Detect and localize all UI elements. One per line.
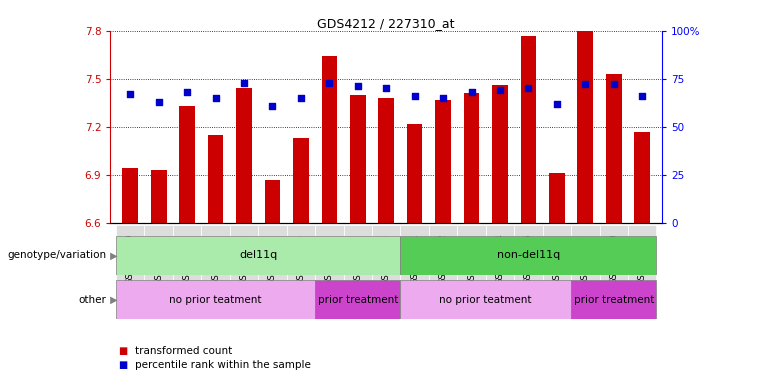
Bar (400, 236, 657, 275)
Text: transformed count: transformed count (135, 346, 232, 356)
Bar (600, 225, 628, 317)
Bar (492, 85, 508, 223)
Point (466, 89, 478, 95)
Point (636, 93, 648, 99)
Point (409, 93, 421, 99)
Text: GSM652230: GSM652230 (154, 234, 163, 285)
Bar (321, 56, 337, 223)
Bar (287, 225, 315, 317)
Bar (521, 36, 537, 223)
Bar (435, 99, 451, 223)
Text: GSM652236: GSM652236 (296, 234, 305, 285)
Text: GSM652238: GSM652238 (382, 234, 390, 285)
Bar (463, 93, 479, 223)
Bar (265, 179, 280, 223)
Bar (628, 225, 657, 317)
Bar (606, 74, 622, 223)
Bar (400, 280, 571, 319)
Text: GSM652247: GSM652247 (552, 234, 562, 285)
Bar (457, 225, 486, 317)
Text: GSM652245: GSM652245 (524, 234, 533, 285)
Bar (578, 31, 593, 223)
Text: GSM652234: GSM652234 (240, 234, 249, 285)
Text: ■: ■ (118, 360, 127, 370)
Text: GSM652237: GSM652237 (353, 234, 362, 285)
Point (607, 81, 619, 88)
Text: GSM652242: GSM652242 (438, 234, 447, 285)
Text: GSM652239: GSM652239 (581, 234, 590, 285)
Bar (315, 280, 400, 319)
Point (209, 95, 221, 101)
Text: genotype/variation: genotype/variation (8, 250, 107, 260)
Point (295, 95, 307, 101)
Text: GSM652240: GSM652240 (610, 234, 618, 285)
Bar (378, 98, 394, 223)
Bar (315, 225, 343, 317)
Bar (400, 225, 429, 317)
Bar (486, 225, 514, 317)
Bar (151, 170, 167, 223)
Point (579, 81, 591, 88)
Point (352, 83, 364, 89)
Text: GSM652243: GSM652243 (467, 234, 476, 285)
Bar (116, 225, 145, 317)
Point (266, 103, 279, 109)
Text: ▶: ▶ (107, 295, 117, 305)
Bar (116, 236, 400, 275)
Bar (343, 225, 372, 317)
Bar (429, 225, 457, 317)
Point (437, 95, 449, 101)
Bar (293, 138, 309, 223)
Point (238, 79, 250, 86)
Point (181, 89, 193, 95)
Text: percentile rank within the sample: percentile rank within the sample (135, 360, 310, 370)
Bar (549, 173, 565, 223)
Point (522, 85, 534, 91)
Text: GSM652244: GSM652244 (495, 234, 505, 285)
Text: other: other (78, 295, 107, 305)
Bar (258, 225, 287, 317)
Bar (571, 225, 600, 317)
Bar (116, 280, 315, 319)
Bar (350, 95, 365, 223)
Point (551, 101, 563, 107)
Text: prior treatment: prior treatment (317, 295, 398, 305)
Bar (180, 106, 195, 223)
Bar (173, 225, 202, 317)
Text: no prior teatment: no prior teatment (169, 295, 262, 305)
Bar (514, 225, 543, 317)
Text: del11q: del11q (239, 250, 277, 260)
Bar (372, 225, 400, 317)
Text: non-del11q: non-del11q (497, 250, 560, 260)
Text: ■: ■ (118, 346, 127, 356)
Point (153, 99, 165, 105)
Text: GSM652233: GSM652233 (211, 234, 220, 285)
Text: GSM652229: GSM652229 (126, 234, 135, 285)
Text: prior treatment: prior treatment (574, 295, 654, 305)
Text: ▶: ▶ (107, 250, 117, 260)
Bar (571, 280, 657, 319)
Text: GSM652231: GSM652231 (325, 234, 334, 285)
Bar (407, 124, 422, 223)
Bar (202, 225, 230, 317)
Bar (236, 88, 252, 223)
Point (494, 87, 506, 93)
Bar (145, 225, 173, 317)
Point (323, 79, 336, 86)
Point (380, 85, 393, 91)
Text: GSM652235: GSM652235 (268, 234, 277, 285)
Bar (230, 225, 258, 317)
Text: GSM652241: GSM652241 (410, 234, 419, 285)
Title: GDS4212 / 227310_at: GDS4212 / 227310_at (317, 17, 455, 30)
Point (124, 91, 136, 97)
Text: GSM652232: GSM652232 (183, 234, 192, 285)
Text: no prior teatment: no prior teatment (440, 295, 532, 305)
Bar (123, 168, 138, 223)
Bar (635, 131, 650, 223)
Bar (208, 135, 224, 223)
Bar (543, 225, 571, 317)
Text: GSM652246: GSM652246 (638, 234, 647, 285)
